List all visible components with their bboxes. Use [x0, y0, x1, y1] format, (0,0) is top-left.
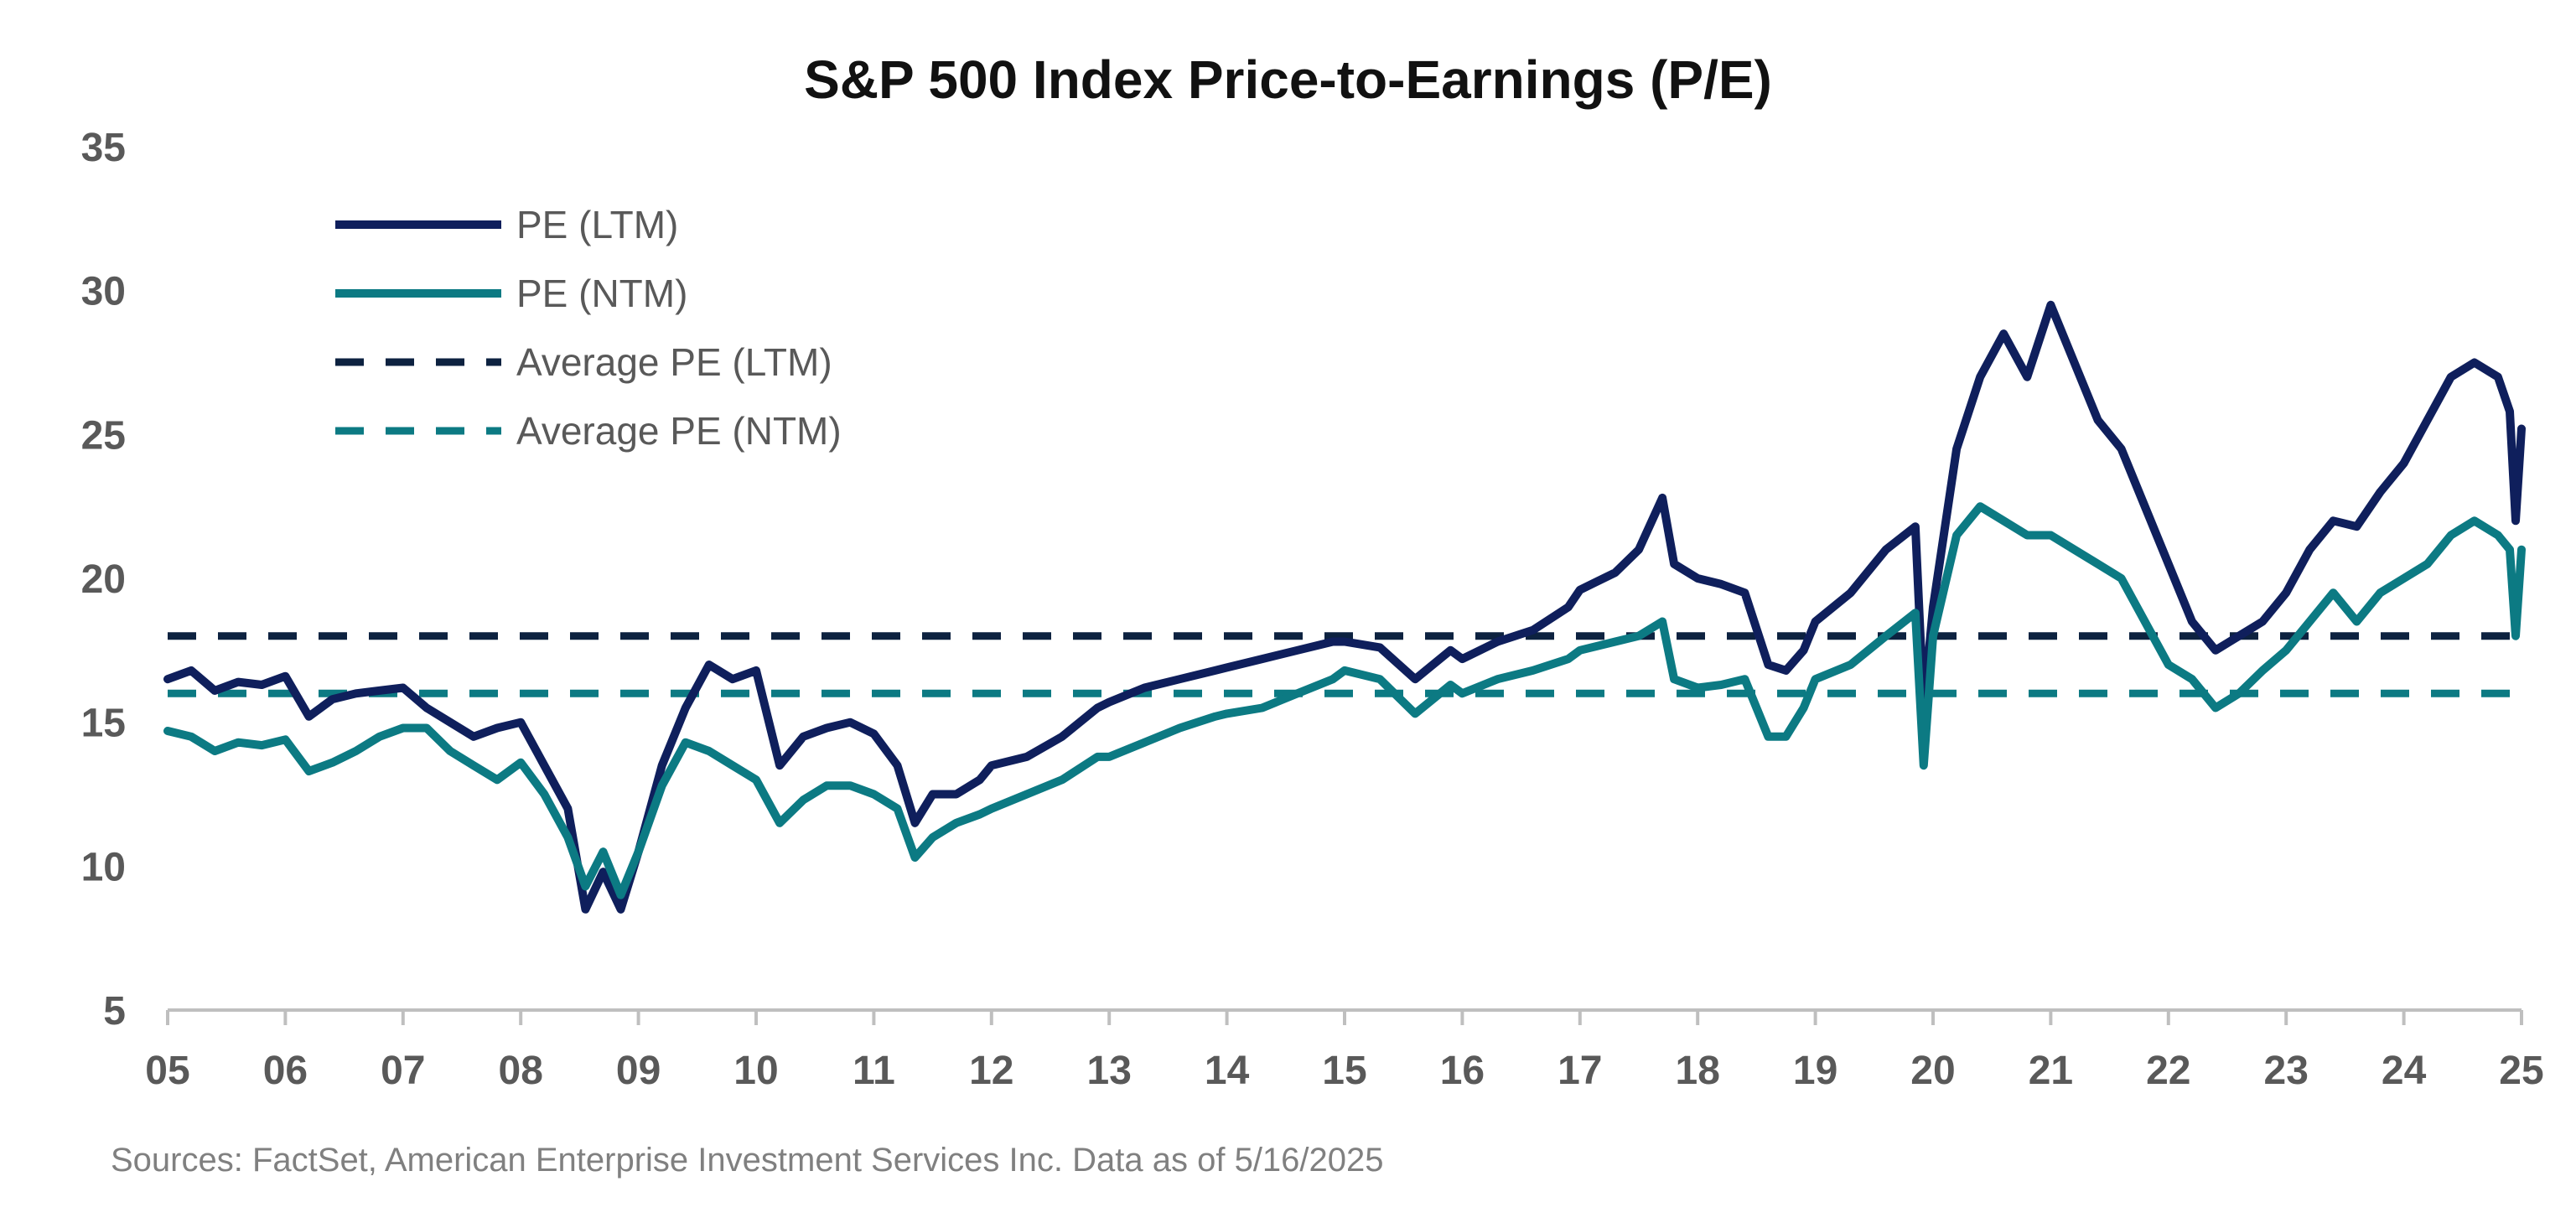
y-tick-label: 20	[81, 557, 126, 602]
legend-label: PE (LTM)	[516, 203, 678, 246]
source-note: Sources: FactSet, American Enterprise In…	[111, 1142, 1384, 1179]
x-tick-label: 12	[969, 1049, 1013, 1093]
y-tick-label: 25	[81, 413, 126, 458]
x-tick-label: 11	[853, 1049, 895, 1093]
x-tick-label: 18	[1676, 1049, 1720, 1093]
x-tick-label: 22	[2146, 1049, 2190, 1093]
chart-title: S&P 500 Index Price-to-Earnings (P/E)	[804, 49, 1772, 110]
x-tick-label: 06	[263, 1049, 308, 1093]
x-tick-label: 21	[2029, 1049, 2073, 1093]
x-tick-label: 23	[2264, 1049, 2309, 1093]
series-line-pe-ntm	[163, 502, 2526, 899]
legend-label: Average PE (NTM)	[516, 409, 842, 453]
axes: 05 06 07 08 09 10 11 12 13 14 15 16 17 18 19 20 21 22 23 24…	[81, 126, 2544, 1093]
x-tick-label: 19	[1793, 1049, 1837, 1093]
x-tick-label: 08	[499, 1049, 543, 1093]
x-tick-label: 15	[1322, 1049, 1366, 1093]
y-tick-label: 5	[103, 989, 126, 1034]
legend: PE (LTM) PE (NTM) Average PE (LTM) Average …	[335, 203, 842, 453]
x-tick-label: 20	[1910, 1049, 1955, 1093]
x-tick-label: 13	[1087, 1049, 1132, 1093]
x-tick-label: 07	[381, 1049, 425, 1093]
x-tick-label: 17	[1558, 1049, 1602, 1093]
legend-label: PE (NTM)	[516, 272, 687, 315]
x-tick-label: 16	[1440, 1049, 1485, 1093]
y-tick-label: 35	[81, 126, 126, 170]
series-lines	[163, 300, 2526, 914]
x-tick-label: 24	[2382, 1049, 2427, 1093]
x-tick-label: 10	[733, 1049, 778, 1093]
y-tick-label: 15	[81, 702, 126, 746]
x-tick-label: 05	[145, 1049, 189, 1093]
series-line-pe-ltm	[163, 300, 2526, 914]
y-tick-label: 10	[81, 845, 126, 889]
y-tick-label: 30	[81, 270, 126, 314]
x-tick-label: 14	[1205, 1049, 1250, 1093]
x-tick-label: 25	[2499, 1049, 2543, 1093]
x-tick-label: 09	[616, 1049, 661, 1093]
average-lines	[168, 632, 2522, 697]
legend-label: Average PE (LTM)	[516, 340, 832, 384]
